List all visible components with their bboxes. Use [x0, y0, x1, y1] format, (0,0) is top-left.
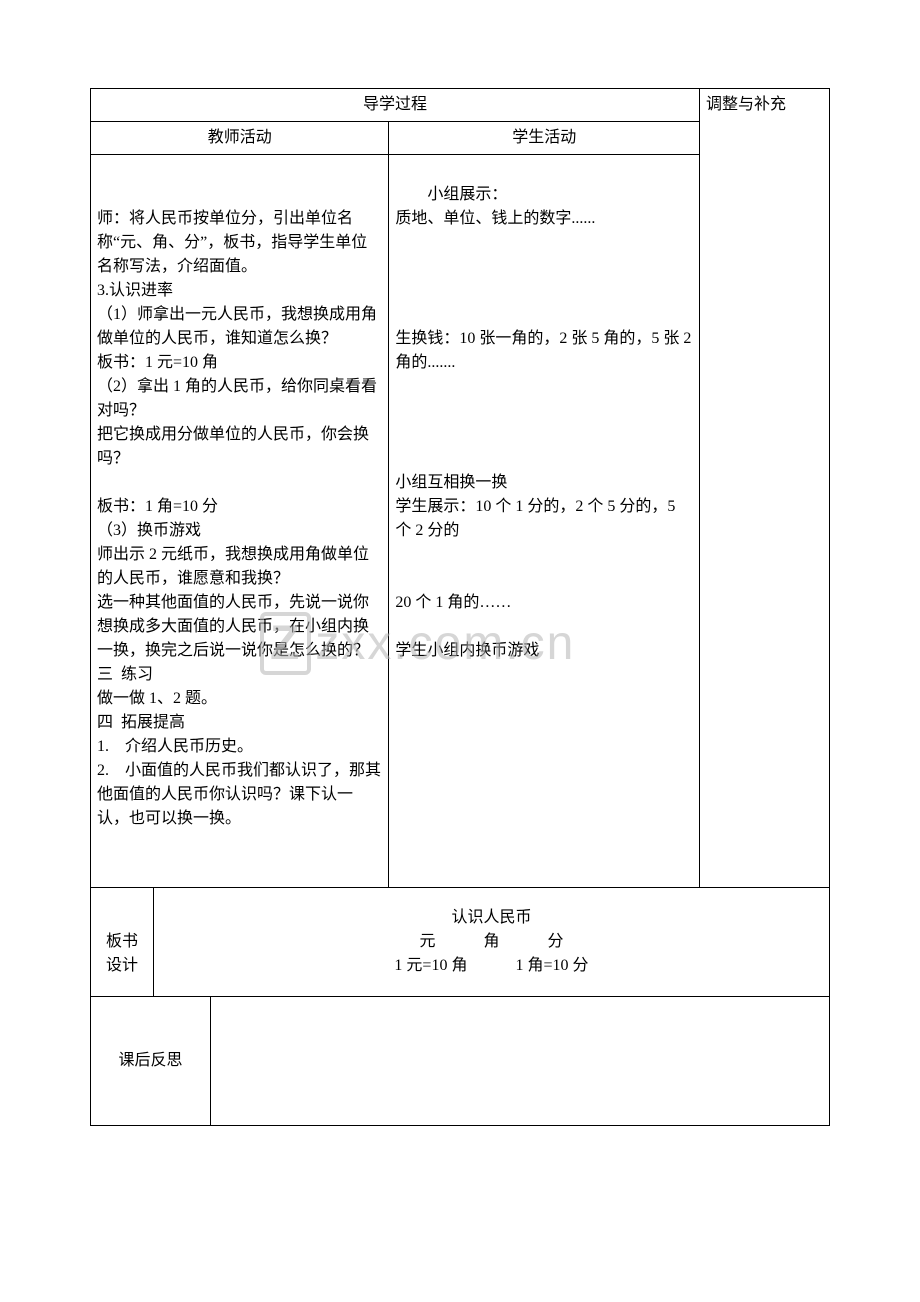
reflection-label: 课后反思 [118, 1052, 182, 1069]
student-header: 学生活动 [512, 129, 576, 146]
student-body-cell: 小组展示： 质地、单位、钱上的数字...... 生换钱：10 张一角的，2 张 … [389, 155, 700, 888]
board-line1: 认识人民币 [160, 906, 823, 930]
supplement-header: 调整与补充 [706, 96, 786, 113]
board-design-label-cell: 板书 设计 [91, 888, 154, 997]
teacher-header: 教师活动 [208, 129, 272, 146]
reflection-label-cell: 课后反思 [91, 997, 211, 1126]
process-title: 导学过程 [363, 96, 427, 113]
reflection-content-cell [211, 997, 830, 1126]
student-body: 小组展示： 质地、单位、钱上的数字...... 生换钱：10 张一角的，2 张 … [395, 186, 695, 659]
teacher-body: 师：将人民币按单位分，引出单位名称“元、角、分”，板书，指导学生单位名称写法，介… [97, 210, 381, 827]
teacher-body-cell: 师：将人民币按单位分，引出单位名称“元、角、分”，板书，指导学生单位名称写法，介… [91, 155, 389, 888]
board-line3: 1 元=10 角 1 角=10 分 [160, 954, 823, 978]
supplement-header-cell: 调整与补充 [700, 89, 830, 888]
lesson-plan-table: 导学过程 调整与补充 教师活动 学生活动 师：将人民币按单位分，引出单位名称“元… [90, 88, 830, 997]
board-design-label: 板书 设计 [106, 933, 138, 974]
student-header-cell: 学生活动 [389, 122, 700, 155]
teacher-header-cell: 教师活动 [91, 122, 389, 155]
process-title-cell: 导学过程 [91, 89, 700, 122]
board-design-content-cell: 认识人民币 元 角 分 1 元=10 角 1 角=10 分 [153, 888, 829, 997]
board-line2: 元 角 分 [160, 930, 823, 954]
reflection-table: 课后反思 [90, 997, 830, 1126]
